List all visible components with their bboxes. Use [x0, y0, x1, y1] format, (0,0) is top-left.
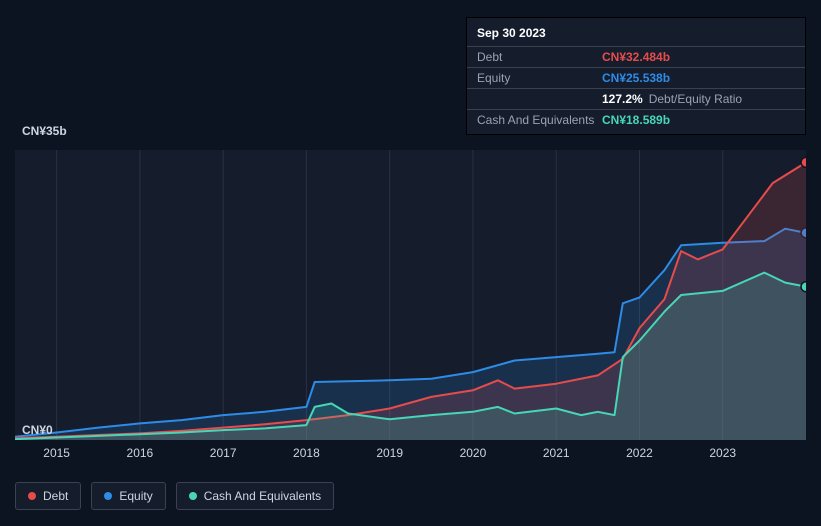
legend-dot-icon	[189, 492, 197, 500]
legend-label: Equity	[119, 489, 152, 503]
legend-label: Debt	[43, 489, 68, 503]
legend-label: Cash And Equivalents	[204, 489, 321, 503]
x-axis-tick: 2023	[709, 446, 736, 460]
legend-item[interactable]: Cash And Equivalents	[176, 482, 334, 510]
x-axis-tick: 2020	[460, 446, 487, 460]
x-axis-tick: 2017	[210, 446, 237, 460]
tooltip-date: Sep 30 2023	[467, 26, 805, 46]
tooltip-row-label: Equity	[477, 71, 602, 85]
x-axis-tick: 2016	[127, 446, 154, 460]
tooltip-box: Sep 30 2023 DebtCN¥32.484bEquityCN¥25.53…	[466, 17, 806, 135]
x-axis-tick: 2018	[293, 446, 320, 460]
tooltip-row-extra: Debt/Equity Ratio	[649, 92, 742, 106]
tooltip-row-value: CN¥32.484b	[602, 50, 670, 64]
legend-item[interactable]: Debt	[15, 482, 81, 510]
x-axis-tick: 2015	[43, 446, 70, 460]
tooltip-row: EquityCN¥25.538b	[467, 67, 805, 88]
legend-dot-icon	[28, 492, 36, 500]
chart-plot-area[interactable]	[15, 150, 806, 440]
tooltip-row: 127.2% Debt/Equity Ratio	[467, 88, 805, 109]
x-axis-tick: 2021	[543, 446, 570, 460]
series-end-marker-icon[interactable]	[801, 157, 806, 167]
legend-dot-icon	[104, 492, 112, 500]
tooltip-row-label: Cash And Equivalents	[477, 113, 602, 127]
tooltip-row: Cash And EquivalentsCN¥18.589b	[467, 109, 805, 130]
tooltip-row-value: CN¥18.589b	[602, 113, 670, 127]
tooltip-row-value: CN¥25.538b	[602, 71, 670, 85]
tooltip-row-label: Debt	[477, 50, 602, 64]
legend: Debt Equity Cash And Equivalents	[15, 482, 334, 510]
tooltip-row-value: 127.2%	[602, 92, 643, 106]
legend-item[interactable]: Equity	[91, 482, 165, 510]
y-axis-min-label: CN¥0	[22, 423, 53, 437]
x-axis-tick: 2022	[626, 446, 653, 460]
y-axis-max-label: CN¥35b	[22, 124, 67, 138]
x-axis-tick: 2019	[376, 446, 403, 460]
tooltip-row: DebtCN¥32.484b	[467, 46, 805, 67]
x-axis: 2015 2016 2017 2018 2019 2020 2021 2022 2023	[15, 446, 806, 466]
chart-panel: Sep 30 2023 DebtCN¥32.484bEquityCN¥25.53…	[0, 0, 821, 526]
series-end-marker-icon[interactable]	[801, 282, 806, 292]
